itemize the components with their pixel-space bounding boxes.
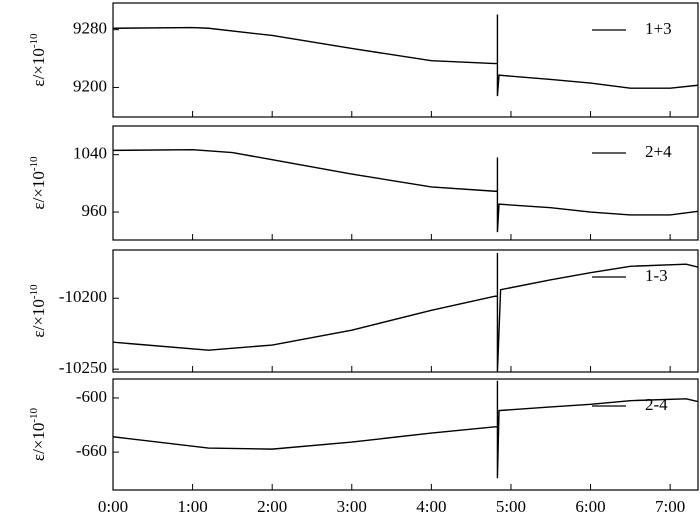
y-axis-label-base: ε/×10 (29, 171, 48, 209)
x-tick-label: 7:00 (655, 497, 685, 516)
legend-label: 1-3 (645, 266, 668, 285)
data-line (112, 148, 699, 233)
y-tick-label: 9200 (73, 76, 107, 95)
y-axis-label: ε/×10-10 (28, 284, 48, 338)
data-line (112, 252, 699, 373)
data-line (112, 380, 699, 479)
plot-frame (112, 249, 699, 373)
y-axis-label-base: ε/×10 (29, 423, 48, 461)
x-tick-label: 2:00 (257, 497, 287, 516)
x-tick-label: 6:00 (575, 497, 605, 516)
y-axis-label: ε/×10-10 (28, 407, 48, 461)
x-tick-label: 1:00 (177, 497, 207, 516)
y-tick-label: 1040 (73, 144, 107, 163)
y-tick-label: 9280 (73, 19, 107, 38)
y-axis-label: ε/×10-10 (28, 33, 48, 87)
y-tick-label: -660 (76, 441, 107, 460)
y-tick-label: -10200 (59, 287, 107, 306)
y-tick-label: 960 (82, 201, 108, 220)
x-tick-label: 4:00 (416, 497, 446, 516)
x-tick-label: 0:00 (98, 497, 128, 516)
y-axis-label-exponent: -10 (28, 284, 40, 299)
x-tick-label: 5:00 (496, 497, 526, 516)
legend-label: 2-4 (645, 395, 668, 414)
y-axis-label-exponent: -10 (28, 156, 40, 171)
y-tick-label: -10250 (59, 358, 107, 377)
data-line (112, 14, 699, 97)
legend-label: 1+3 (645, 19, 672, 38)
y-axis-label-exponent: -10 (28, 33, 40, 48)
y-axis-label-exponent: -10 (28, 407, 40, 422)
x-tick-label: 3:00 (337, 497, 367, 516)
plot-frame (112, 125, 699, 241)
legend-label: 2+4 (645, 142, 672, 161)
plot-frame (112, 378, 699, 491)
plot-frame (112, 2, 699, 118)
y-axis-label-base: ε/×10 (29, 48, 48, 86)
y-axis-label-base: ε/×10 (29, 299, 48, 337)
y-tick-label: -600 (76, 387, 107, 406)
y-axis-label: ε/×10-10 (28, 156, 48, 210)
